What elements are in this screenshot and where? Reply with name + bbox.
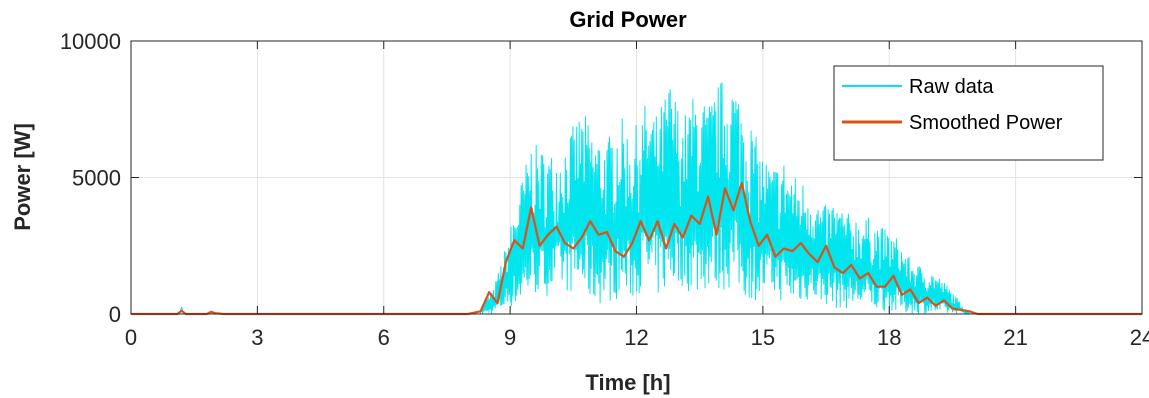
x-tick-label: 18 [877, 325, 901, 350]
y-tick-label: 5000 [72, 166, 121, 191]
x-tick-label: 9 [504, 325, 516, 350]
y-tick-label: 10000 [60, 29, 121, 54]
x-tick-label: 21 [1003, 325, 1027, 350]
raw-data-line [131, 82, 1142, 315]
smoothed-power-series [131, 181, 1142, 316]
legend-label-raw: Raw data [909, 76, 994, 98]
x-axis-title: Time [h] [585, 370, 670, 395]
x-tick-label: 15 [751, 325, 775, 350]
legend-box [833, 65, 1104, 161]
legend-label-smoothed: Smoothed Power [909, 112, 1063, 134]
x-tick-label: 3 [251, 325, 263, 350]
y-axis-title: Power [W] [10, 123, 35, 231]
x-tick-label: 6 [378, 325, 390, 350]
chart-title: Grid Power [569, 7, 687, 32]
x-tick-label: 0 [125, 325, 137, 350]
raw-data-series [131, 82, 1142, 315]
axis-ticks: 0 3 6 9 12 15 18 21 24 0 5000 10000 [60, 29, 1149, 350]
x-tick-label: 24 [1130, 325, 1149, 350]
y-tick-label: 0 [109, 302, 121, 327]
grid-lines [131, 41, 1142, 314]
smoothed-power-line [131, 181, 1142, 316]
legend: Raw data Smoothed Power [833, 65, 1104, 161]
x-tick-label: 12 [624, 325, 648, 350]
